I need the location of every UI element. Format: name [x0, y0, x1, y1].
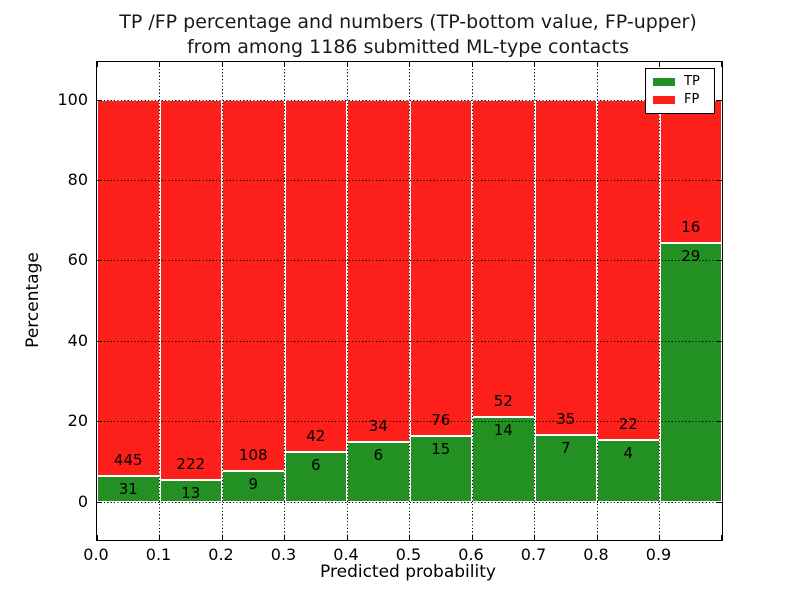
legend: TP FP — [645, 68, 715, 114]
fp-bar-segment — [472, 100, 535, 417]
fp-bar-segment — [409, 100, 472, 436]
y-tick-mark — [97, 340, 102, 342]
tp-bar-segment — [409, 435, 472, 502]
y-tick-mark — [717, 260, 722, 262]
tp-bar-segment — [534, 435, 597, 502]
x-tick-mark — [471, 62, 473, 67]
x-tick-label: 0.8 — [583, 545, 609, 564]
tp-bar-segment — [284, 451, 347, 502]
y-tick-label: 20 — [67, 411, 88, 431]
y-tick-label: 0 — [77, 491, 88, 511]
x-tick-mark — [346, 62, 348, 67]
y-tick-label: 40 — [67, 330, 88, 350]
x-tick-mark — [284, 535, 285, 540]
x-tick-label: 0.6 — [458, 545, 484, 564]
x-tick-label: 0.3 — [270, 545, 297, 564]
x-tick-mark — [409, 535, 410, 540]
x-tick-label: 0.7 — [520, 545, 547, 564]
x-tick-mark — [659, 62, 660, 67]
x-tick-mark — [596, 62, 598, 67]
x-tick-mark — [346, 535, 348, 540]
fp-bar-segment — [659, 100, 722, 243]
y-tick-mark — [717, 340, 722, 342]
y-tick-mark — [97, 99, 102, 101]
y-tick-mark — [97, 501, 102, 503]
x-tick-mark — [471, 535, 473, 540]
x-tick-label: 0.9 — [645, 545, 672, 564]
tp-bar-segment — [659, 242, 722, 502]
tp-bar-segment — [597, 440, 660, 502]
fp-bar-segment — [597, 100, 660, 441]
y-tick-mark — [97, 179, 102, 181]
x-tick-label: 0.4 — [333, 545, 359, 564]
x-tick-mark — [659, 535, 660, 540]
legend-entry-fp: FP — [653, 92, 708, 108]
x-tick-mark — [96, 535, 98, 540]
y-tick-mark — [717, 179, 722, 181]
chart-title: TP /FP percentage and numbers (TP-bottom… — [119, 10, 697, 60]
tp-bar-segment — [159, 479, 222, 502]
x-tick-mark — [720, 535, 722, 540]
plot-area: 445 31 222 13 108 9 42 6 34 6 76 15 52 14 35 7 22 4 16 29 — [96, 61, 723, 541]
x-tick-label: 0.1 — [145, 545, 172, 564]
x-tick-mark — [221, 535, 223, 540]
fp-bar-segment — [222, 100, 285, 472]
y-tick-mark — [717, 501, 722, 503]
tp-bar-segment — [222, 471, 285, 502]
fp-bar-segment — [97, 100, 160, 476]
y-tick-label: 80 — [67, 169, 88, 189]
x-tick-label: 0.2 — [208, 545, 234, 564]
y-tick-mark — [97, 260, 102, 262]
fp-bar-segment — [347, 100, 410, 442]
x-tick-mark — [596, 535, 598, 540]
y-tick-label: 60 — [67, 250, 88, 270]
chart-title-line2: from among 1186 submitted ML-type contac… — [186, 36, 630, 58]
x-tick-mark — [159, 62, 160, 67]
x-tick-mark — [221, 62, 223, 67]
x-tick-mark — [96, 62, 98, 67]
y-tick-label: 100 — [57, 89, 88, 109]
fp-bar-segment — [534, 100, 597, 435]
tp-bar-segment — [472, 416, 535, 502]
y-tick-mark — [717, 99, 722, 101]
legend-label-fp: FP — [684, 92, 700, 107]
fp-swatch — [653, 96, 675, 104]
fp-bar-segment — [284, 100, 347, 452]
legend-label-tp: TP — [684, 74, 700, 89]
x-tick-mark — [159, 535, 160, 540]
tp-bar-segment — [97, 475, 160, 502]
x-tick-mark — [409, 62, 410, 67]
legend-entry-tp: TP — [653, 74, 708, 90]
chart-title-line1: TP /FP percentage and numbers (TP-bottom… — [119, 11, 697, 33]
x-tick-label: 0.5 — [395, 545, 422, 564]
x-tick-label: 0.0 — [83, 545, 109, 564]
tp-swatch — [653, 78, 675, 86]
x-tick-mark — [720, 62, 722, 67]
x-tick-mark — [534, 62, 535, 67]
tp-bar-segment — [347, 441, 410, 502]
y-tick-mark — [97, 421, 102, 423]
x-tick-mark — [284, 62, 285, 67]
x-axis-label: Predicted probability — [320, 562, 496, 582]
x-tick-mark — [534, 535, 535, 540]
y-tick-mark — [717, 421, 722, 423]
fp-bar-segment — [159, 100, 222, 480]
